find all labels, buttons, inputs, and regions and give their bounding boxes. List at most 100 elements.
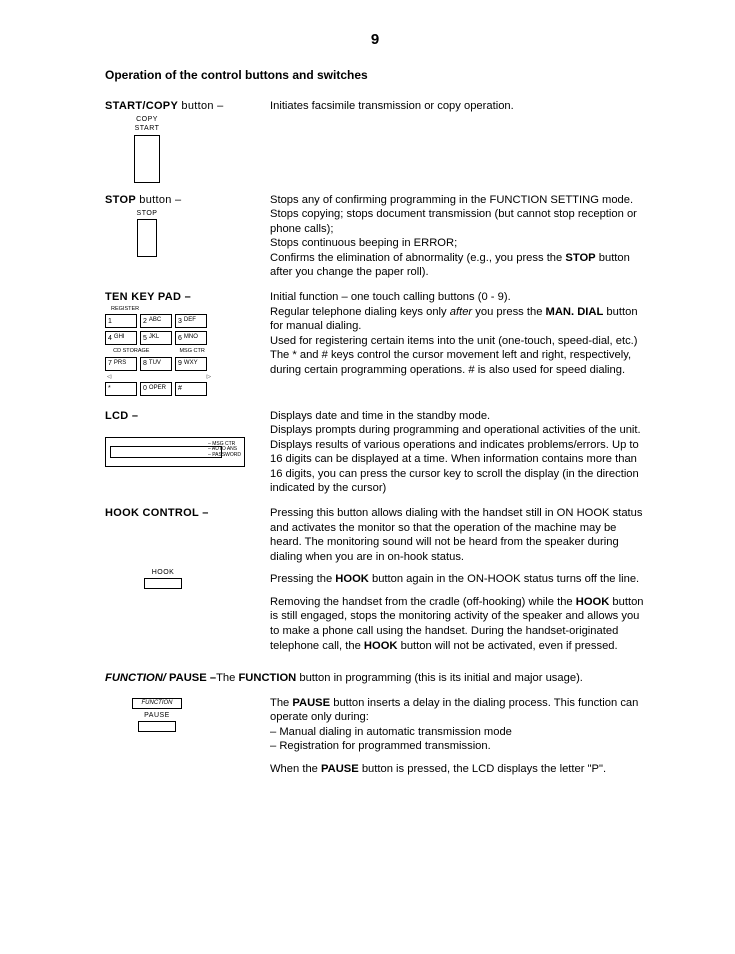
label-tail: button – bbox=[136, 194, 182, 206]
stop-p1: Stops any of confirming programming in t… bbox=[270, 193, 645, 208]
key-5: 5JKL bbox=[140, 331, 172, 345]
tenkey-p2: Regular telephone dialing keys only afte… bbox=[270, 305, 645, 334]
t: The bbox=[270, 697, 292, 709]
t: 9 bbox=[178, 359, 182, 368]
t: FUNCTION bbox=[238, 672, 296, 684]
t: 2 bbox=[143, 317, 147, 326]
tenkey-p3: Used for registering certain items into … bbox=[270, 334, 645, 349]
t: 0 bbox=[143, 384, 147, 393]
t: 8 bbox=[143, 359, 147, 368]
start-desc: Initiates facsimile transmission or copy… bbox=[270, 99, 645, 114]
t: 7 bbox=[108, 359, 112, 368]
lcd-label: LCD – bbox=[105, 409, 260, 423]
keypad-row: 4GHI 5JKL 6MNO bbox=[105, 331, 213, 345]
key-9: 9WXY bbox=[175, 357, 207, 371]
lcd-side-labels: MSG CTR AUTO ANS PASSWORD bbox=[208, 442, 241, 459]
stop-diagram: STOP bbox=[117, 209, 177, 257]
keypad-row: * 0OPER # bbox=[105, 382, 213, 396]
section-function-header: FUNCTION/ PAUSE –The FUNCTION button in … bbox=[105, 671, 645, 686]
keypad-row3-labels: CD STORAGE MSG CTR bbox=[105, 348, 213, 356]
t: # bbox=[178, 384, 182, 393]
t: HOOK bbox=[364, 640, 398, 652]
stop-button-box bbox=[137, 219, 157, 257]
t: PAUSE – bbox=[166, 672, 216, 684]
t: FUNCTION/ bbox=[105, 672, 166, 684]
right-arrow-icon: ▷ bbox=[207, 374, 211, 381]
key-star: * bbox=[105, 382, 137, 396]
t: button is pressed, the LCD displays the … bbox=[359, 763, 606, 775]
stop-label: STOP button – bbox=[105, 193, 260, 207]
t: Confirms the elimination of abnormality … bbox=[270, 252, 565, 264]
t: GHI bbox=[114, 334, 125, 342]
keypad-sublabel: REGISTER bbox=[105, 306, 213, 314]
left-col: START/COPY button – COPY START bbox=[105, 99, 270, 182]
t: CD STORAGE bbox=[113, 348, 149, 355]
t: The bbox=[216, 672, 238, 684]
t: mode. bbox=[599, 194, 633, 206]
t: 6 bbox=[178, 334, 182, 343]
left-arrow-icon: ◁ bbox=[107, 374, 111, 381]
t: you press the bbox=[472, 306, 545, 318]
t: Regular telephone dialing keys only bbox=[270, 306, 450, 318]
page: 9 Operation of the control buttons and s… bbox=[0, 0, 735, 954]
left-col: LCD – MSG CTR AUTO ANS PASSWORD bbox=[105, 409, 270, 467]
tenkey-label: TEN KEY PAD – bbox=[105, 290, 260, 304]
tenkey-p4: The * and # keys control the cursor move… bbox=[270, 348, 645, 377]
section-stop: STOP button – STOP Stops any of confirmi… bbox=[105, 193, 645, 280]
stop-p4: Confirms the elimination of abnormality … bbox=[270, 251, 645, 280]
page-title: Operation of the control buttons and swi… bbox=[105, 68, 645, 84]
t: PASSWORD bbox=[208, 453, 241, 459]
pause-label: PAUSE bbox=[127, 711, 187, 720]
t: STOP bbox=[565, 252, 595, 264]
start-button-box bbox=[134, 135, 160, 183]
t: FUNCTION SETTING bbox=[490, 194, 599, 206]
key-8: 8TUV bbox=[140, 357, 172, 371]
key-7: 7PRS bbox=[105, 357, 137, 371]
t: Pressing the bbox=[270, 573, 335, 585]
hook-label: HOOK CONTROL – bbox=[105, 506, 260, 520]
stop-p2: Stops copying; stops document transmissi… bbox=[270, 207, 645, 236]
page-number: 9 bbox=[105, 30, 645, 50]
section-start: START/COPY button – COPY START Initiates… bbox=[105, 99, 645, 182]
t: 3 bbox=[178, 317, 182, 326]
t: after bbox=[450, 306, 472, 318]
t: MSG CTR bbox=[179, 348, 204, 355]
label-bold: STOP bbox=[105, 194, 136, 206]
section-hook: HOOK CONTROL – HOOK Pressing this button… bbox=[105, 506, 645, 661]
func-p4: When the PAUSE button is pressed, the LC… bbox=[270, 762, 645, 777]
t: PAUSE bbox=[321, 763, 359, 775]
lcd-p1: Displays date and time in the standby mo… bbox=[270, 409, 645, 424]
key-2: 2ABC bbox=[140, 314, 172, 328]
t: MAN. DIAL bbox=[546, 306, 604, 318]
left-col: HOOK CONTROL – HOOK bbox=[105, 506, 270, 589]
function-desc: The PAUSE button inserts a delay in the … bbox=[270, 696, 645, 777]
t: 4 bbox=[108, 334, 112, 343]
key-0: 0OPER bbox=[140, 382, 172, 396]
left-col: STOP button – STOP bbox=[105, 193, 270, 257]
t: MNO bbox=[184, 334, 198, 342]
tenkey-p1: Initial function – one touch calling but… bbox=[270, 290, 645, 305]
hook-button-box bbox=[144, 578, 182, 589]
lcd-p2: Displays prompts during programming and … bbox=[270, 423, 645, 438]
func-p3: – Registration for programmed transmissi… bbox=[270, 739, 645, 754]
hook-top-label: HOOK bbox=[133, 568, 193, 577]
section-function: FUNCTION PAUSE The PAUSE button inserts … bbox=[105, 696, 645, 777]
left-col: TEN KEY PAD – REGISTER 1 2ABC 3DEF 4GHI … bbox=[105, 290, 270, 399]
t: WXY bbox=[184, 360, 198, 368]
start-diagram: COPY START bbox=[117, 115, 177, 182]
t: Stops any of confirming programming in t… bbox=[270, 194, 490, 206]
t: When the bbox=[270, 763, 321, 775]
hook-p2: Pressing the HOOK button again in the ON… bbox=[270, 572, 645, 587]
start-label: START/COPY button – bbox=[105, 99, 260, 113]
function-diagram: FUNCTION PAUSE bbox=[127, 698, 187, 732]
stop-desc: Stops any of confirming programming in t… bbox=[270, 193, 645, 280]
lcd-p3: Displays results of various operations a… bbox=[270, 438, 645, 496]
t: HOOK bbox=[576, 596, 610, 608]
lcd-desc: Displays date and time in the standby mo… bbox=[270, 409, 645, 496]
t: ABC bbox=[149, 317, 161, 325]
section-tenkey: TEN KEY PAD – REGISTER 1 2ABC 3DEF 4GHI … bbox=[105, 290, 645, 399]
t: DEF bbox=[184, 317, 196, 325]
stop-p3: Stops continuous beeping in ERROR; bbox=[270, 236, 645, 251]
key-6: 6MNO bbox=[175, 331, 207, 345]
t: * bbox=[108, 384, 111, 393]
